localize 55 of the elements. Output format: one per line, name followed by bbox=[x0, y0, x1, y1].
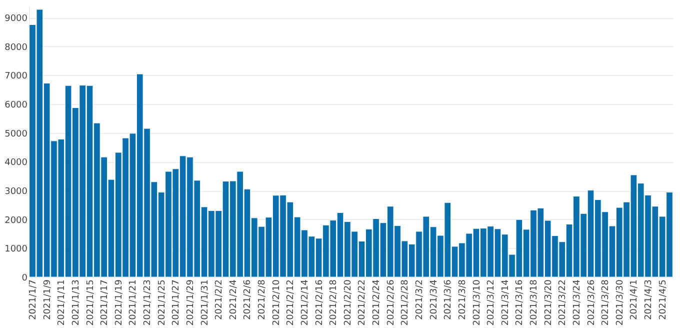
x-tick-label: 2021/2/16 bbox=[314, 279, 325, 326]
x-tick-label: 2021/3/2 bbox=[414, 280, 425, 320]
x-tick-label: 2021/3/8 bbox=[458, 279, 468, 320]
x-tick-label: 2021/1/15 bbox=[86, 280, 96, 326]
x-tick-label: 2021/2/10 bbox=[272, 279, 282, 326]
x-tick-label: 2021/4/1 bbox=[630, 280, 640, 320]
y-tick-label: 2000 bbox=[4, 216, 28, 226]
y-tick-label: 9000 bbox=[4, 14, 28, 24]
x-tick-label: 2021/2/18 bbox=[329, 279, 340, 326]
x-tick-label: 2021/2/20 bbox=[343, 279, 354, 326]
x-tick-label: 2021/2/24 bbox=[372, 279, 382, 326]
x-tick-label: 2021/1/7 bbox=[28, 280, 39, 320]
x-tick-label: 2021/1/29 bbox=[186, 279, 196, 326]
y-tick-label: 7000 bbox=[4, 72, 28, 82]
x-tick-label: 2021/1/19 bbox=[114, 279, 124, 326]
x-tick-label: 2021/4/5 bbox=[658, 280, 668, 320]
x-tick-label: 2021/2/2 bbox=[214, 280, 225, 320]
x-tick-label: 2021/2/14 bbox=[300, 279, 310, 326]
x-tick-label: 2021/1/23 bbox=[143, 280, 154, 326]
y-tick-label: 3000 bbox=[4, 187, 28, 198]
x-tick-label: 2021/1/21 bbox=[128, 280, 139, 326]
x-tick-label: 2021/1/9 bbox=[42, 279, 53, 320]
x-tick-label: 2021/2/6 bbox=[243, 279, 254, 320]
x-tick-label: 2021/3/16 bbox=[515, 279, 526, 326]
x-tick-label: 2021/1/11 bbox=[57, 280, 68, 326]
x-tick-label: 2021/1/17 bbox=[100, 280, 110, 326]
x-tick-label: 2021/3/6 bbox=[444, 279, 454, 320]
y-tick-label: 0 bbox=[22, 274, 28, 284]
x-tick-label: 2021/3/4 bbox=[429, 279, 440, 320]
x-tick-label: 2021/2/12 bbox=[286, 280, 296, 326]
x-tick-label: 2021/2/8 bbox=[258, 279, 268, 320]
x-tick-label: 2021/2/28 bbox=[400, 279, 411, 326]
x-tick-label: 2021/1/25 bbox=[157, 280, 168, 326]
x-tick-label: 2021/3/18 bbox=[530, 279, 540, 326]
x-tick-label: 2021/3/10 bbox=[472, 279, 482, 326]
x-tick-label: 2021/3/14 bbox=[500, 279, 511, 326]
x-tick-label: 2021/2/26 bbox=[386, 279, 396, 326]
x-tick-label: 2021/3/30 bbox=[615, 279, 626, 326]
x-tick-label: 2021/3/26 bbox=[586, 279, 597, 326]
x-tick-label: 2021/1/27 bbox=[172, 280, 182, 326]
y-tick-label: 1000 bbox=[4, 244, 28, 255]
x-tick-label: 2021/3/22 bbox=[558, 280, 568, 326]
x-tick-label: 2021/3/28 bbox=[601, 279, 612, 326]
x-tick-label: 2021/3/20 bbox=[544, 279, 554, 326]
y-tick-label: 8000 bbox=[4, 42, 28, 53]
x-tick-label: 2021/1/13 bbox=[71, 280, 82, 326]
y-tick-label: 6000 bbox=[4, 100, 28, 111]
x-tick-label: 2021/2/22 bbox=[358, 280, 368, 326]
x-tick-label: 2021/1/31 bbox=[200, 280, 210, 326]
x-tick-label: 2021/3/24 bbox=[572, 279, 582, 326]
x-tick-label: 2021/3/12 bbox=[486, 280, 497, 326]
x-tick-label: 2021/4/3 bbox=[644, 280, 654, 320]
y-tick-label: 4000 bbox=[4, 158, 28, 168]
x-tick-label: 2021/2/4 bbox=[228, 279, 239, 320]
y-tick-label: 5000 bbox=[4, 129, 28, 140]
